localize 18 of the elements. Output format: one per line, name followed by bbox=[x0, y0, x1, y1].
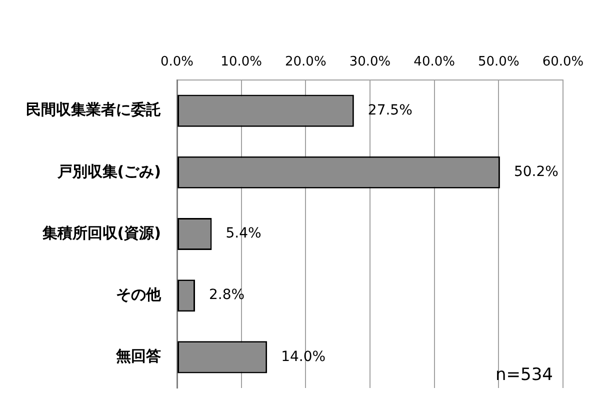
x-tick-label: 50.0% bbox=[478, 54, 520, 70]
x-tick-label: 30.0% bbox=[349, 54, 391, 70]
x-tick-label: 10.0% bbox=[220, 54, 262, 70]
x-tick-label: 0.0% bbox=[160, 54, 194, 70]
y-tick-label: 戸別収集(ごみ) bbox=[56, 162, 161, 180]
y-tick-label: 集積所回収(資源) bbox=[41, 224, 161, 242]
data-label: 50.2% bbox=[514, 164, 558, 180]
x-tick-label: 20.0% bbox=[285, 54, 326, 70]
data-label: 27.5% bbox=[368, 102, 412, 118]
annotation: n=534 bbox=[496, 364, 553, 385]
data-label: 2.8% bbox=[209, 287, 245, 304]
y-tick-label: その他 bbox=[116, 285, 162, 304]
data-label: 14.0% bbox=[281, 348, 326, 365]
data-label: 5.4% bbox=[226, 226, 262, 242]
x-tick-label: 60.0% bbox=[542, 54, 584, 70]
y-tick-label: 無回答 bbox=[115, 347, 161, 366]
x-tick-label: 40.0% bbox=[414, 54, 455, 70]
y-tick-label: 民間収集業者に委託 bbox=[26, 100, 161, 119]
